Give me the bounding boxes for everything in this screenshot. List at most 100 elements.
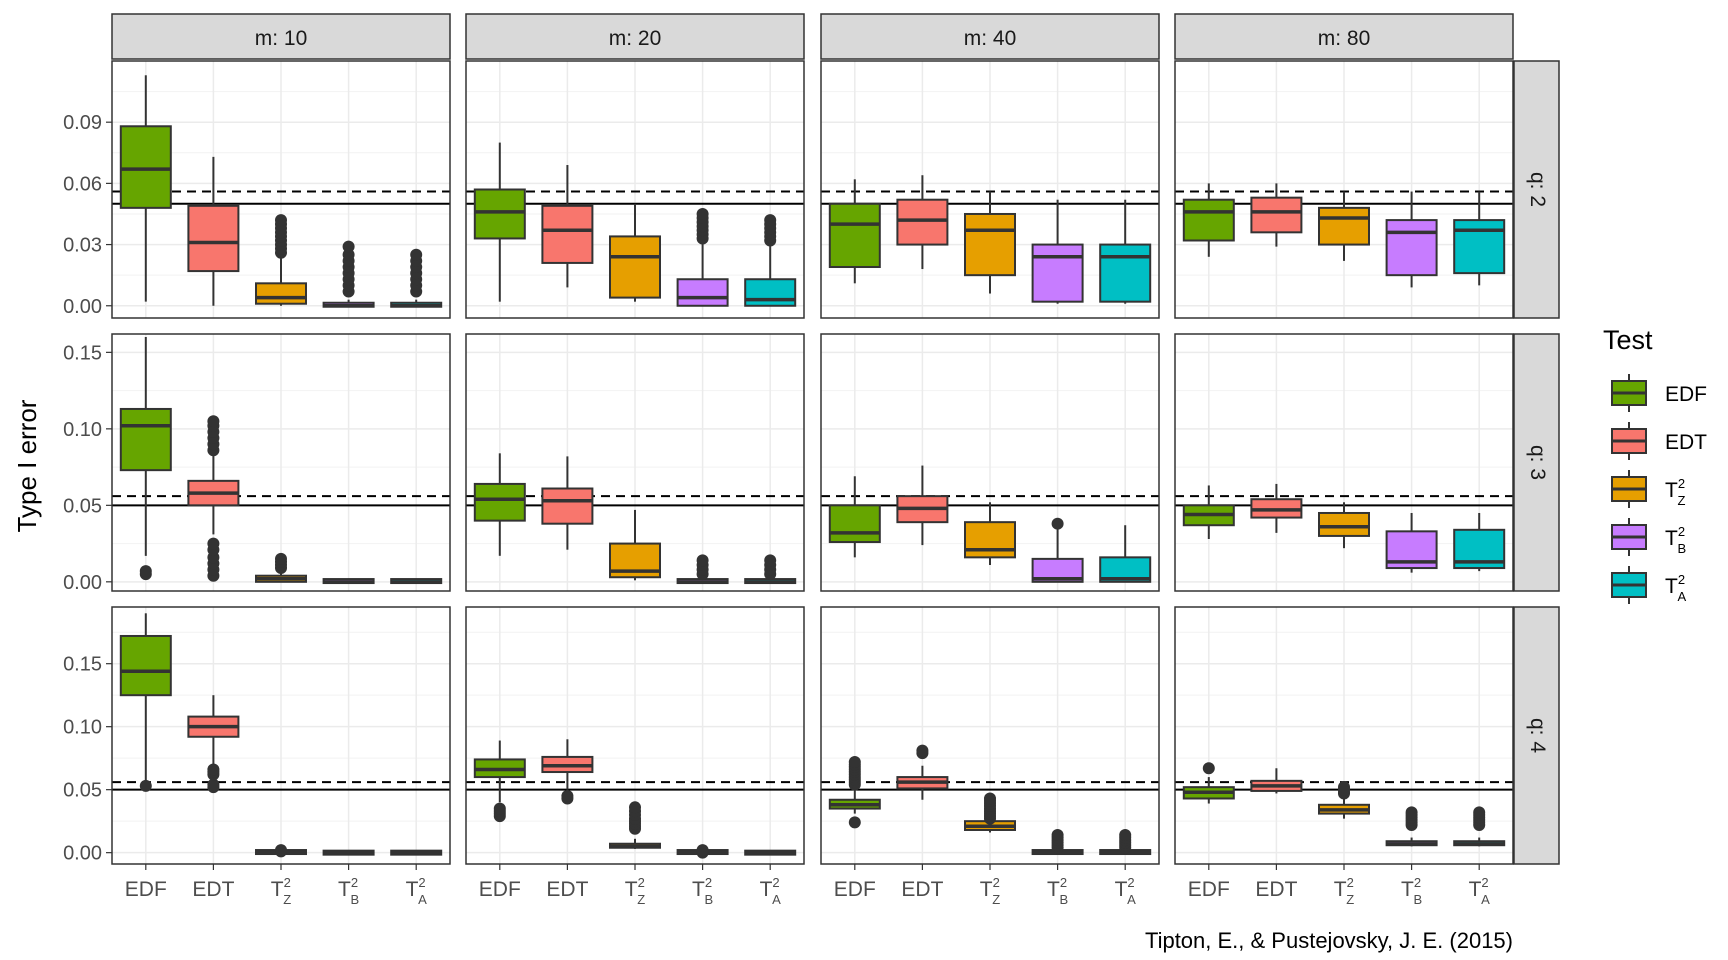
outlier-point bbox=[916, 744, 929, 757]
panel-border bbox=[1174, 333, 1514, 592]
y-tick-label: 0.15 bbox=[63, 342, 102, 364]
x-tick-label: EDT bbox=[1255, 878, 1297, 901]
x-tick-label: T2 A bbox=[1115, 875, 1137, 907]
box-TA2 bbox=[1453, 219, 1506, 275]
box-TZ2 bbox=[1318, 511, 1370, 537]
outlier-point bbox=[139, 779, 152, 792]
facet-panel bbox=[820, 606, 1160, 865]
y-tick-label: 0.06 bbox=[63, 173, 102, 195]
box-TZ2 bbox=[1318, 206, 1370, 246]
facet-panel bbox=[465, 333, 805, 592]
facet-strip-row-label: q: 4 bbox=[1526, 718, 1549, 753]
x-tick-label: T2 Z bbox=[625, 875, 646, 907]
outlier-point bbox=[139, 565, 152, 578]
facet-panel bbox=[111, 606, 451, 865]
facet-panel bbox=[1174, 606, 1514, 865]
facet-panel bbox=[111, 60, 451, 319]
outlier-point bbox=[207, 778, 220, 791]
x-tick-label: T2 B bbox=[692, 875, 713, 907]
facet-strip-row-label: q: 3 bbox=[1526, 445, 1549, 480]
x-tick-label: T2 B bbox=[1047, 875, 1068, 907]
legend-item: T2 A bbox=[1611, 566, 1687, 604]
box-EDT bbox=[187, 204, 240, 273]
box-TZ2 bbox=[964, 212, 1016, 277]
box-EDT bbox=[896, 198, 949, 246]
y-tick-label: 0.03 bbox=[63, 235, 102, 257]
box-EDT bbox=[1250, 196, 1303, 234]
facet-strip-col bbox=[1174, 13, 1514, 60]
outlier-point bbox=[1473, 806, 1486, 819]
outlier-point bbox=[1119, 829, 1132, 842]
box-EDT bbox=[541, 487, 594, 525]
outlier-point bbox=[207, 763, 220, 776]
panel-border bbox=[111, 60, 451, 319]
y-tick-label: 0.00 bbox=[63, 296, 102, 318]
panel-border bbox=[820, 333, 1160, 592]
outlier-point bbox=[342, 240, 355, 253]
box-TZ2 bbox=[255, 282, 307, 305]
legend-item: T2 B bbox=[1611, 518, 1686, 556]
outlier-point bbox=[275, 214, 287, 227]
box-TZ2 bbox=[964, 521, 1016, 559]
y-tick-label: 0.00 bbox=[63, 843, 102, 865]
x-tick-label: T2 Z bbox=[980, 875, 1001, 907]
y-tick-label: 0.10 bbox=[63, 419, 102, 441]
legend-title: Test bbox=[1603, 325, 1653, 355]
facet-strip-col-label: m: 10 bbox=[255, 27, 308, 50]
facet-strip-row bbox=[1513, 60, 1560, 319]
box-TB2 bbox=[1031, 557, 1084, 583]
facet-strip-col-label: m: 40 bbox=[964, 27, 1017, 50]
box-TZ2 bbox=[609, 235, 661, 299]
x-tick-label: T2 A bbox=[760, 875, 782, 907]
y-tick-label: 0.05 bbox=[63, 780, 102, 802]
outlier-point bbox=[493, 802, 506, 815]
outlier-point bbox=[696, 844, 709, 857]
x-tick-label: T2 A bbox=[406, 875, 428, 907]
box-TB2 bbox=[676, 278, 729, 307]
x-tick-label: EDF bbox=[125, 878, 167, 901]
y-tick-label: 0.15 bbox=[63, 654, 102, 676]
outlier-point bbox=[696, 554, 709, 567]
box-EDT bbox=[541, 204, 594, 264]
outlier-point bbox=[275, 552, 287, 565]
legend-label: T2 B bbox=[1665, 524, 1686, 556]
y-axis-label: Type I error bbox=[12, 399, 42, 532]
outlier-point bbox=[1338, 781, 1350, 794]
outlier-point bbox=[848, 816, 861, 829]
outlier-point bbox=[848, 755, 861, 768]
x-tick-label: T2 Z bbox=[271, 875, 292, 907]
y-tick-label: 0.10 bbox=[63, 717, 102, 739]
legend-label: EDF bbox=[1665, 383, 1707, 406]
legend-label: T2 Z bbox=[1665, 476, 1686, 508]
outlier-point bbox=[984, 792, 996, 805]
x-tick-label: EDT bbox=[192, 878, 234, 901]
box-TB2 bbox=[1031, 243, 1084, 303]
facet-panel bbox=[1174, 60, 1514, 319]
x-tick-label: T2 Z bbox=[1334, 875, 1355, 907]
legend-label: EDT bbox=[1665, 431, 1707, 454]
facet-panel bbox=[820, 333, 1160, 592]
box-EDF bbox=[473, 482, 526, 522]
facet-panel bbox=[465, 60, 805, 319]
outlier-point bbox=[764, 554, 777, 567]
outlier-point bbox=[1202, 762, 1215, 775]
x-tick-label: EDT bbox=[901, 878, 943, 901]
facet-panel bbox=[465, 606, 805, 865]
panel-border bbox=[465, 60, 805, 319]
panel-border bbox=[111, 333, 451, 592]
x-tick-label: EDF bbox=[479, 878, 521, 901]
box-EDF bbox=[828, 202, 881, 269]
box-EDF bbox=[119, 407, 172, 472]
legend: Test EDF EDT T2 Z T2 B T2 A bbox=[1603, 325, 1707, 604]
facet-strip-col bbox=[465, 13, 805, 60]
box-EDF bbox=[119, 634, 172, 697]
facet-strip-col-label: m: 20 bbox=[609, 27, 662, 50]
legend-item: EDT bbox=[1611, 422, 1707, 460]
facet-strip-col bbox=[111, 13, 451, 60]
outlier-point bbox=[764, 214, 777, 227]
outlier-point bbox=[1405, 806, 1418, 819]
caption: Tipton, E., & Pustejovsky, J. E. (2015) bbox=[1145, 928, 1513, 953]
y-tick-label: 0.00 bbox=[63, 572, 102, 594]
box-EDF bbox=[119, 125, 172, 209]
